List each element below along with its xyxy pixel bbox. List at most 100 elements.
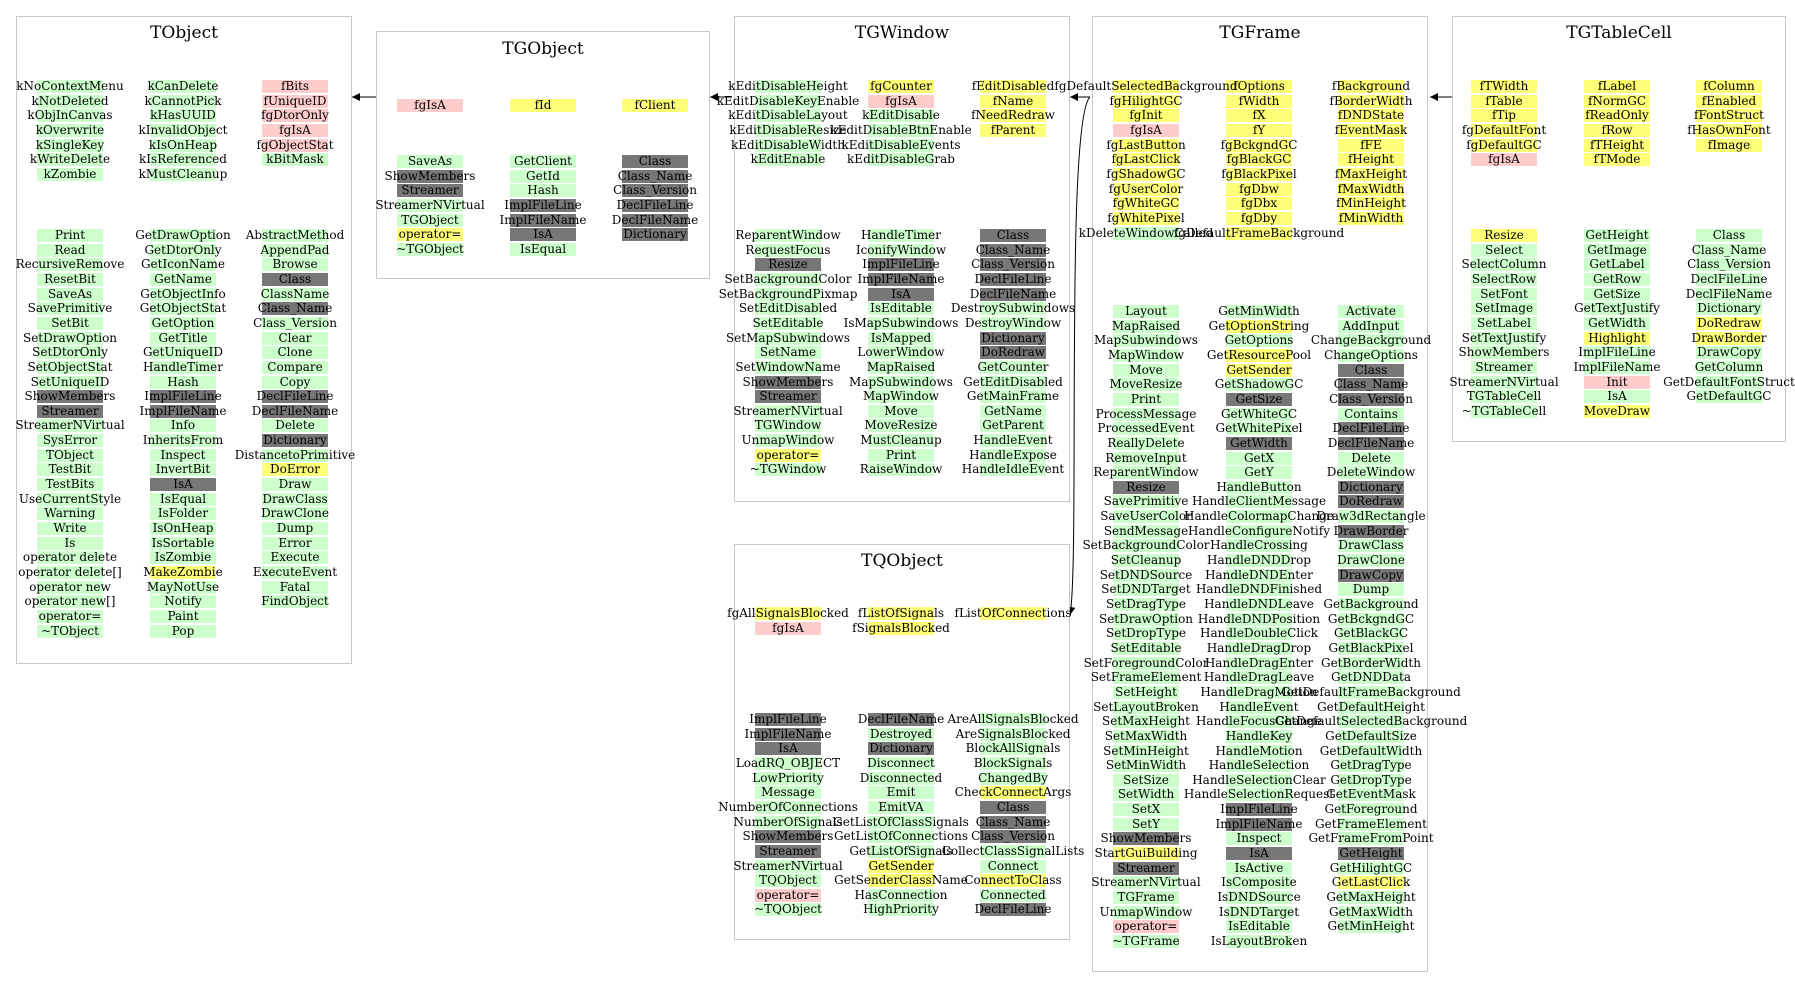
- member-label: GetWidth: [1588, 315, 1646, 330]
- member-highlight: [755, 375, 821, 389]
- member-isdndtarget: IsDNDTarget: [1059, 905, 1459, 919]
- member-loadrq-object: LoadRQ_OBJECT: [588, 756, 988, 770]
- member-label: DrawCopy: [1697, 345, 1761, 360]
- member-sety: SetY: [946, 817, 1346, 831]
- member-label: Class_Name: [1333, 377, 1409, 392]
- member-highlight: [980, 360, 1046, 374]
- member-highlight: [1338, 138, 1404, 152]
- member-operator-new: operator new[]: [0, 595, 270, 609]
- member-highlight: [1226, 583, 1292, 597]
- member-highlight: [1338, 305, 1404, 318]
- member-highlight: [1696, 331, 1762, 345]
- member-label: fgDefaultFrameBackground: [1173, 225, 1345, 240]
- member-highlight: [868, 287, 934, 301]
- member-keditdisable: kEditDisable: [701, 108, 1101, 123]
- member-label: fClient: [634, 98, 676, 112]
- member-getframefrompoint: GetFrameFromPoint: [1171, 832, 1571, 846]
- member-fbackground: fBackground: [1171, 80, 1571, 93]
- member-isequal: IsEqual: [343, 241, 743, 256]
- member-mapsubwindows: MapSubwindows: [701, 375, 1101, 389]
- member-operator: operator=: [230, 228, 630, 242]
- member-notify: Notify: [0, 595, 383, 609]
- member-highlight: [1113, 920, 1179, 934]
- member-class-version: Class_Version: [455, 184, 855, 198]
- member-label: GetDtorOnly: [144, 242, 222, 257]
- member-reparentwindow: ReparentWindow: [588, 229, 988, 242]
- member-label: Inspect: [1236, 831, 1282, 846]
- member-highlight: [755, 94, 821, 108]
- member-tqobject: TQObject: [588, 874, 988, 888]
- member-paint: Paint: [0, 609, 383, 623]
- member-setmaxwidth: SetMaxWidth: [946, 729, 1346, 743]
- member-highlight: [37, 360, 103, 374]
- member-label: ShowMembers: [384, 168, 476, 183]
- member-label: TGTableCell: [1466, 389, 1542, 404]
- member-label: ImplFileLine: [1578, 345, 1656, 360]
- member-label: GetSenderClassName: [834, 873, 968, 888]
- member-label: fListOfSignals: [857, 606, 945, 620]
- member-feventmask: fEventMask: [1171, 122, 1571, 137]
- member-label: Class_Version: [1687, 257, 1771, 272]
- member-highlight: [1338, 539, 1404, 553]
- member-label: kEditDisable: [862, 108, 940, 123]
- member-highlight: [755, 390, 821, 404]
- member-highlight: [1338, 685, 1404, 699]
- member-label: HandleDoubleClick: [1199, 626, 1318, 641]
- member-label: kBitMask: [266, 152, 324, 167]
- member-highlight: [1471, 109, 1537, 123]
- member-class-version: Class_Version: [95, 315, 495, 330]
- member-highlight: [150, 94, 216, 108]
- member-fgdefaultselectedbackground: fgDefaultSelectedBackground: [946, 80, 1346, 93]
- member-setlabel: SetLabel: [1304, 316, 1704, 330]
- member-highlight: [755, 607, 821, 620]
- member-declfilename: DeclFileName: [813, 287, 1213, 301]
- member-highlight: [980, 463, 1046, 477]
- member-highlight: [262, 138, 328, 152]
- member-highlight: [980, 830, 1046, 844]
- member-isa: IsA: [588, 742, 988, 756]
- member-highlight: [1113, 744, 1179, 758]
- member-highlight: [980, 607, 1046, 620]
- member-label: HandleFocusChange: [1195, 714, 1323, 729]
- member-label: ~TObject: [41, 623, 99, 638]
- member-highlight: [37, 94, 103, 108]
- member-highlight: [262, 316, 328, 330]
- member-label: ImplFileName: [744, 726, 832, 741]
- member-showmembers: ShowMembers: [0, 390, 270, 404]
- member-processedevent: ProcessedEvent: [946, 422, 1346, 436]
- member-highlight: [1113, 451, 1179, 465]
- member-label: Class_Version: [1329, 391, 1413, 406]
- member-implfilename: ImplFileName: [0, 404, 383, 418]
- member-tgwindow: TGWindow: [588, 419, 988, 433]
- member-getwidth: GetWidth: [1059, 436, 1459, 450]
- member-getwhitepixel: GetWhitePixel: [1059, 422, 1459, 436]
- member-label: StartGuiBuilding: [1094, 846, 1198, 861]
- member-setdrawoption: SetDrawOption: [0, 331, 270, 345]
- member-label: SetBackgroundColor: [1082, 538, 1210, 553]
- member-highlight: [755, 786, 821, 800]
- member-keditdisableresize: kEditDisableResize: [588, 123, 988, 137]
- member-label: GetTextJustify: [1574, 301, 1660, 316]
- member-label: IsEqual: [519, 241, 567, 256]
- member-label: HandleClientMessage: [1191, 494, 1327, 509]
- member-label: Class_Version: [253, 315, 337, 330]
- member-label: AddInput: [1342, 318, 1400, 333]
- member-label: Pop: [171, 623, 195, 638]
- member-label: MapRaised: [1111, 318, 1181, 333]
- member-draw3drectangle: Draw3dRectangle: [1171, 510, 1571, 524]
- member-label: SetImage: [1474, 301, 1534, 316]
- member-label: ~TGWindow: [749, 462, 827, 477]
- member-tobject: ~TObject: [0, 623, 270, 638]
- member-label: fParent: [990, 122, 1036, 137]
- member-label: HandleButton: [1216, 479, 1302, 494]
- member-fatal: Fatal: [95, 580, 495, 594]
- member-dump: Dump: [95, 522, 495, 535]
- class-title: TGObject: [502, 39, 584, 59]
- member-label: RaiseWindow: [859, 462, 943, 477]
- member-label: fgLastClick: [1111, 152, 1181, 167]
- member-highlight: [262, 123, 328, 137]
- member-label: fEventMask: [1334, 122, 1408, 137]
- member-ftip: fTip: [1304, 109, 1704, 123]
- member-label: GetShadowGC: [1214, 377, 1304, 392]
- member-highlight: [1226, 480, 1292, 494]
